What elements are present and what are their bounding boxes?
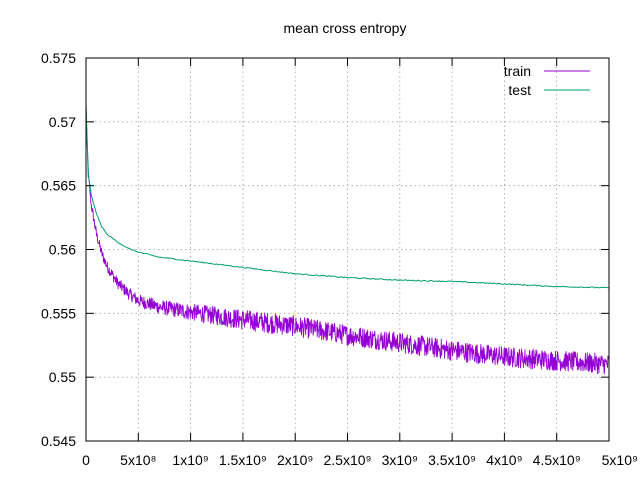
x-tick-label: 1x10⁹: [172, 452, 208, 468]
x-tick-label: 3.5x10⁹: [428, 452, 476, 468]
axis-ticks: 0.545 0.55 0.555 0.56 0.565 0.57 0.575 0 5x10⁸ 1x…: [41, 50, 638, 468]
series-line-test: [85, 102, 610, 289]
x-tick-label: 1.5x10⁹: [219, 452, 267, 468]
y-tick-label: 0.57: [49, 114, 76, 130]
x-tick-label: 2x10⁹: [277, 452, 313, 468]
legend: train test: [504, 63, 590, 98]
series-layer: [85, 102, 610, 375]
x-tick-label: 3x10⁹: [382, 452, 418, 468]
x-tick-label: 2.5x10⁹: [323, 452, 371, 468]
x-tick-label: 4x10⁹: [486, 452, 522, 468]
legend-label-test: test: [508, 82, 531, 98]
y-tick-label: 0.555: [41, 305, 76, 321]
chart-title: mean cross entropy: [284, 20, 407, 36]
y-tick-label: 0.55: [49, 369, 76, 385]
y-tick-label: 0.565: [41, 178, 76, 194]
x-tick-label: 4.5x10⁹: [533, 452, 581, 468]
x-tick-label: 0: [82, 452, 90, 468]
series-line-train: [85, 105, 610, 375]
legend-label-train: train: [504, 63, 531, 79]
y-tick-label: 0.545: [41, 433, 76, 449]
y-tick-label: 0.56: [49, 242, 76, 258]
grid-lines: [86, 58, 609, 441]
x-tick-label: 5x10⁹: [602, 452, 638, 468]
x-tick-label: 5x10⁸: [120, 452, 156, 468]
y-tick-label: 0.575: [41, 50, 76, 66]
